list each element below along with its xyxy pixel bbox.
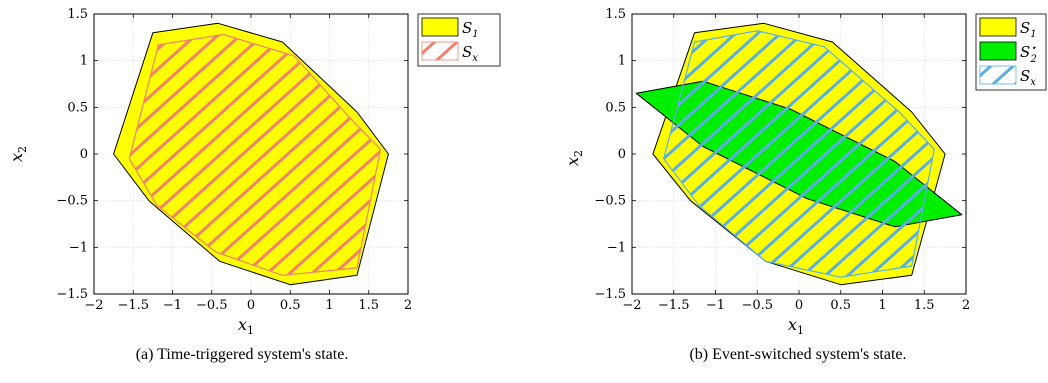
caption-b: (b) Event-switched system's state. [689,346,907,363]
y-tick-label-b-2: −0.5 [594,194,626,209]
legend-a: S1 Sx [417,13,501,67]
y-tick-label-b-6: 1.5 [605,7,626,22]
x-axis-label-a: x1 [238,315,254,337]
y-axis-label-b: x2 [563,150,585,166]
chart-panel-a: −2 −1.5 −1 −0.5 0 0.5 1 1.5 2−1.5−1−0.500.511.5 … [7,7,501,337]
ticks-b: −2 −1.5 −1 −0.5 0 0.5 1 1.5 2−1.5−1−0.500.511.5 [594,7,970,313]
x-tick-label-b-3: −0.5 [741,298,773,313]
x-tick-label-a-1: −1.5 [117,298,149,313]
x-tick-label-b-1: −1.5 [658,298,690,313]
y-axis-label-a: x2 [7,146,29,162]
y-tick-label-a-5: 1 [80,54,88,69]
legend-swatch-b-0 [979,17,1017,37]
legend-swatch-a-1 [421,41,459,61]
x-tick-label-b-7: 1.5 [914,298,935,313]
region-a-hatch_a [128,33,382,276]
legend-label-a-1: Sx [462,43,478,64]
x-tick-label-b-6: 1 [878,298,886,313]
y-tick-label-a-2: −0.5 [56,194,88,209]
x-tick-label-a-2: −1 [163,298,182,313]
x-tick-label-b-8: 2 [962,298,970,313]
x-axis-label-b: x1 [788,315,804,337]
x-tick-label-a-0: −2 [84,298,103,313]
caption-a: (a) Time-triggered system's state. [135,346,349,363]
y-tick-label-b-1: −1 [607,240,626,255]
legend-swatch-a-0 [421,17,459,37]
y-tick-label-b-5: 1 [618,54,626,69]
x-tick-label-b-2: −1 [706,298,725,313]
x-tick-label-a-6: 1 [325,298,333,313]
y-tick-label-a-4: 0.5 [67,100,88,115]
legend-label-b-1: S⋆ 2 [1020,43,1037,65]
y-tick-label-a-1: −1 [69,240,88,255]
y-tick-label-a-6: 1.5 [67,7,88,22]
legend-label-b-0: S1 [1020,19,1037,40]
x-tick-label-b-5: 0.5 [830,298,851,313]
regions-a [113,22,389,286]
x-tick-label-a-7: 1.5 [358,298,379,313]
y-tick-label-a-0: −1.5 [56,287,88,302]
y-tick-label-b-0: −1.5 [594,287,626,302]
chart-panel-b: −2 −1.5 −1 −0.5 0 0.5 1 1.5 2−1.5−1−0.500.511.5 … [563,7,1047,337]
legend-swatch-b-2 [979,65,1017,85]
legend-swatch-b-1 [979,41,1017,61]
y-tick-label-a-3: 0 [80,147,88,162]
legend-b: S1 S⋆ 2 Sx [975,13,1047,91]
x-tick-label-a-5: 0.5 [280,298,301,313]
regions-b [635,22,963,286]
ticks-a: −2 −1.5 −1 −0.5 0 0.5 1 1.5 2−1.5−1−0.500.511.5 [56,7,412,313]
x-tick-label-b-4: 0 [795,298,803,313]
x-tick-label-b-0: −2 [622,298,641,313]
y-tick-label-b-4: 0.5 [605,100,626,115]
x-tick-label-a-4: 0 [247,298,255,313]
x-tick-label-a-3: −0.5 [196,298,228,313]
region-b-hatch_b [663,30,935,278]
legend-label-b-2: Sx [1020,67,1036,88]
y-tick-label-b-3: 0 [618,147,626,162]
legend-label-a-0: S1 [462,19,479,40]
x-tick-label-a-8: 2 [404,298,412,313]
